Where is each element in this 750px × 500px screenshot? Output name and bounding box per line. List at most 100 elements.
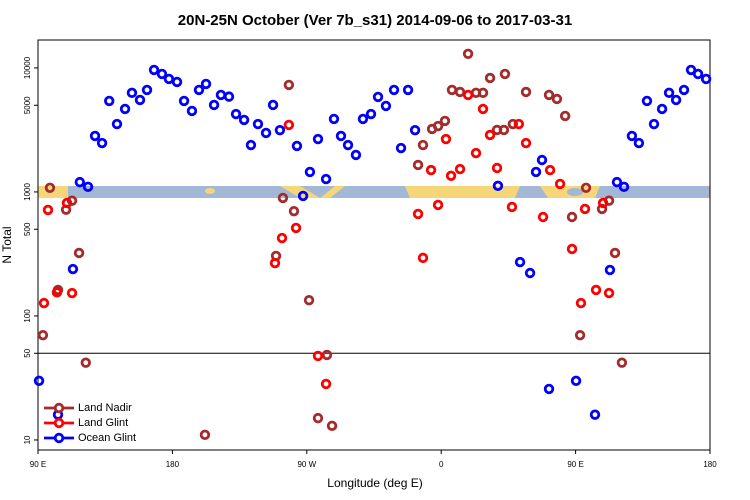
point	[148, 64, 160, 76]
x-tick-label: 90 E	[567, 460, 583, 469]
point	[412, 159, 424, 171]
point	[290, 222, 302, 234]
point	[96, 137, 108, 149]
point	[520, 137, 532, 149]
point	[575, 297, 587, 309]
point	[559, 110, 571, 122]
point	[186, 105, 198, 117]
point	[692, 68, 704, 80]
point	[283, 79, 295, 91]
point	[641, 95, 653, 107]
point	[312, 350, 324, 362]
point	[440, 133, 452, 145]
point	[215, 89, 227, 101]
point	[372, 91, 384, 103]
point	[514, 256, 526, 268]
point	[603, 287, 615, 299]
point	[156, 68, 168, 80]
point	[82, 181, 94, 193]
point	[37, 329, 49, 341]
y-tick-label: 1000	[23, 182, 32, 200]
point	[402, 84, 414, 96]
point	[536, 154, 548, 166]
point	[89, 130, 101, 142]
point	[51, 287, 63, 298]
point	[425, 164, 437, 176]
point	[350, 149, 362, 161]
point	[484, 72, 496, 84]
point	[178, 95, 190, 107]
point	[277, 192, 289, 204]
point	[700, 73, 712, 85]
point	[417, 139, 429, 151]
point	[126, 87, 138, 99]
point	[445, 170, 457, 181]
point	[611, 176, 623, 188]
point	[551, 93, 563, 105]
point	[616, 357, 628, 368]
point	[245, 139, 257, 151]
point	[492, 180, 504, 192]
chart-title: 20N-25N October (Ver 7b_s31) 2014-09-06 …	[178, 12, 572, 29]
x-tick-label: 180	[703, 460, 717, 469]
point	[42, 204, 54, 216]
point	[312, 133, 324, 145]
point	[648, 118, 660, 130]
legend-label: Ocean Glint	[78, 432, 136, 444]
point	[432, 199, 444, 211]
point	[283, 119, 295, 131]
point	[596, 203, 608, 215]
point	[579, 203, 591, 215]
x-tick-label: 180	[166, 460, 180, 469]
point	[446, 84, 458, 96]
y-tick-label: 50	[23, 348, 32, 357]
point	[335, 130, 347, 142]
legend-marker	[53, 402, 65, 414]
point	[291, 140, 303, 152]
point	[618, 181, 630, 193]
point	[499, 68, 511, 80]
y-axis-label: N Total	[0, 226, 14, 263]
point	[312, 412, 324, 424]
point	[530, 166, 542, 178]
point	[61, 197, 73, 209]
y-tick-label: 10	[23, 435, 32, 444]
point	[574, 329, 586, 341]
point	[200, 78, 212, 90]
point	[604, 264, 616, 276]
point	[223, 91, 235, 102]
point	[506, 201, 518, 213]
y-tick-label: 5000	[23, 96, 32, 114]
point	[111, 118, 123, 130]
point	[439, 115, 451, 127]
point	[199, 429, 211, 441]
point	[656, 103, 668, 115]
point	[252, 118, 264, 130]
plot-frame	[37, 39, 711, 451]
point	[566, 211, 578, 223]
legend-marker	[53, 417, 65, 429]
x-tick-label: 90 E	[30, 460, 46, 469]
point	[454, 163, 466, 175]
point	[171, 76, 183, 88]
point	[320, 173, 332, 185]
point	[537, 211, 549, 223]
point	[276, 232, 288, 244]
point	[67, 263, 79, 275]
point	[626, 130, 638, 142]
point	[597, 197, 609, 209]
point	[477, 103, 489, 115]
point	[163, 73, 175, 85]
point	[633, 137, 645, 149]
point	[193, 84, 205, 96]
point	[543, 89, 555, 101]
point	[544, 164, 556, 176]
point	[462, 89, 474, 101]
point	[520, 86, 532, 98]
point	[554, 178, 566, 190]
point	[566, 243, 578, 255]
point	[73, 247, 85, 259]
point	[590, 284, 602, 296]
point	[104, 95, 115, 107]
